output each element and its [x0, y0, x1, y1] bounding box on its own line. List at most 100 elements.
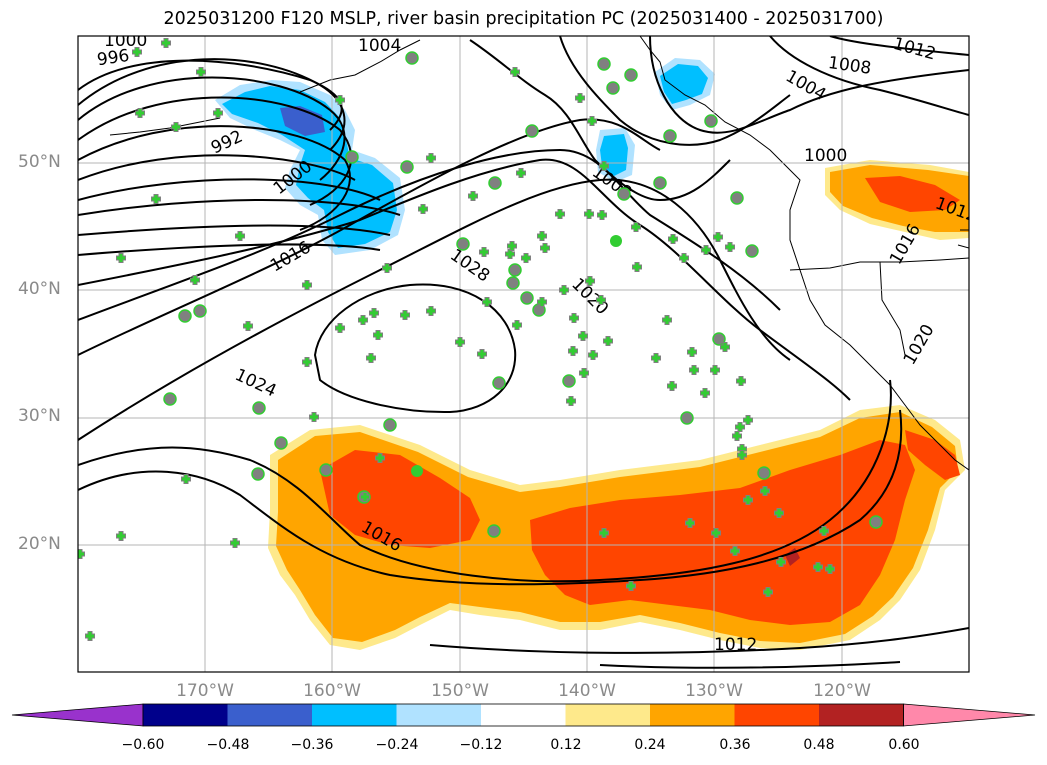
station-circle-marker	[178, 309, 192, 323]
station-plus-marker	[568, 346, 578, 356]
station-plus-marker	[132, 47, 142, 57]
colorbar-segment	[819, 704, 904, 726]
station-plus-marker	[584, 209, 594, 219]
station-circle-marker	[319, 463, 333, 477]
station-plus-marker	[196, 67, 206, 77]
station-plus-marker	[579, 368, 589, 378]
station-plus-marker	[309, 412, 319, 422]
station-plus-marker	[190, 275, 200, 285]
station-plus-marker	[776, 557, 786, 567]
station-plus-marker	[743, 415, 753, 425]
colorbar-outline	[142, 703, 904, 727]
station-circle-marker	[488, 176, 502, 190]
station-plus-marker	[455, 337, 465, 347]
station-plus-marker	[418, 204, 428, 214]
station-plus-marker	[335, 323, 345, 333]
station-plus-marker	[512, 320, 522, 330]
station-circle-marker	[508, 263, 522, 277]
station-plus-marker	[373, 330, 383, 340]
station-plus-marker	[468, 191, 478, 201]
station-plus-marker	[369, 308, 379, 318]
station-plus-marker	[507, 241, 517, 251]
station-plus-marker	[599, 161, 609, 171]
colorbar-segment	[396, 704, 482, 726]
station-circle-marker	[525, 124, 539, 138]
positive-pc-shading	[268, 160, 969, 650]
colorbar-segment	[227, 704, 313, 726]
station-circle-marker	[617, 187, 631, 201]
station-circle-marker	[757, 466, 771, 480]
lon-label: 150°W	[431, 681, 489, 701]
station-plus-marker	[711, 528, 721, 538]
station-circle-marker	[506, 276, 520, 290]
station-plus-marker	[181, 474, 191, 484]
lon-label: 160°W	[303, 681, 361, 701]
station-circle-marker	[251, 467, 265, 481]
station-circle-marker	[400, 160, 414, 174]
station-plus-marker	[603, 336, 613, 346]
colorbar-segment	[481, 704, 566, 726]
colorbar-tick-label: 0.48	[803, 737, 835, 753]
station-plus-marker	[358, 315, 368, 325]
station-plus-marker	[599, 528, 609, 538]
station-plus-marker	[626, 581, 636, 591]
station-plus-marker	[85, 631, 95, 641]
lon-label: 120°W	[813, 681, 871, 701]
coastlines	[109, 36, 969, 471]
station-plus-marker	[426, 306, 436, 316]
station-plus-marker	[366, 353, 376, 363]
station-circle-marker	[869, 515, 883, 529]
colorbar-tick-label: 0.12	[550, 737, 582, 753]
station-circle-marker	[274, 436, 288, 450]
station-plus-marker	[521, 253, 531, 263]
station-circle-marker	[712, 332, 726, 346]
station-circle-marker	[680, 411, 694, 425]
station-plus-marker	[151, 194, 161, 204]
colorbar-tick-label: −0.12	[459, 737, 503, 753]
map-title: 2025031200 F120 MSLP, river basin precip…	[163, 9, 884, 29]
colorbar	[11, 703, 1036, 727]
station-plus-marker	[537, 231, 547, 241]
station-circle-marker	[653, 176, 667, 190]
station-circle-marker	[193, 304, 207, 318]
station-plus-marker	[587, 116, 597, 126]
isobar-label: 1004	[358, 36, 401, 56]
station-plus-marker	[566, 396, 576, 406]
colorbar-tick-label: 0.36	[719, 737, 751, 753]
station-plus-marker	[597, 210, 607, 220]
station-circle-marker	[252, 401, 266, 415]
station-plus-marker	[302, 280, 312, 290]
lat-label: 50°N	[18, 152, 61, 172]
station-solid-marker	[610, 235, 622, 247]
station-plus-marker	[516, 168, 526, 178]
station-plus-marker	[555, 209, 565, 219]
station-plus-marker	[382, 263, 392, 273]
station-plus-marker	[585, 276, 595, 286]
colorbar-segment	[143, 704, 228, 726]
station-plus-marker	[732, 431, 742, 441]
lon-label: 130°W	[685, 681, 743, 701]
station-plus-marker	[479, 247, 489, 257]
station-circle-marker	[383, 418, 397, 432]
station-plus-marker	[510, 67, 520, 77]
station-plus-marker	[540, 243, 550, 253]
station-circle-marker	[562, 374, 576, 388]
station-plus-marker	[774, 508, 784, 518]
station-circle-marker	[597, 57, 611, 71]
station-circle-marker	[663, 129, 677, 143]
station-plus-marker	[730, 546, 740, 556]
station-plus-marker	[116, 531, 126, 541]
station-circle-marker	[606, 81, 620, 95]
isobar-label: 1000	[804, 146, 847, 166]
station-circle-marker	[405, 51, 419, 65]
station-plus-marker	[720, 342, 730, 352]
station-plus-marker	[116, 253, 126, 263]
station-plus-marker	[569, 313, 579, 323]
station-plus-marker	[763, 587, 773, 597]
station-circle-marker	[345, 150, 359, 164]
station-plus-marker	[667, 381, 677, 391]
station-plus-marker	[737, 450, 747, 460]
station-markers	[78, 38, 883, 641]
station-plus-marker	[400, 310, 410, 320]
station-plus-marker	[575, 93, 585, 103]
